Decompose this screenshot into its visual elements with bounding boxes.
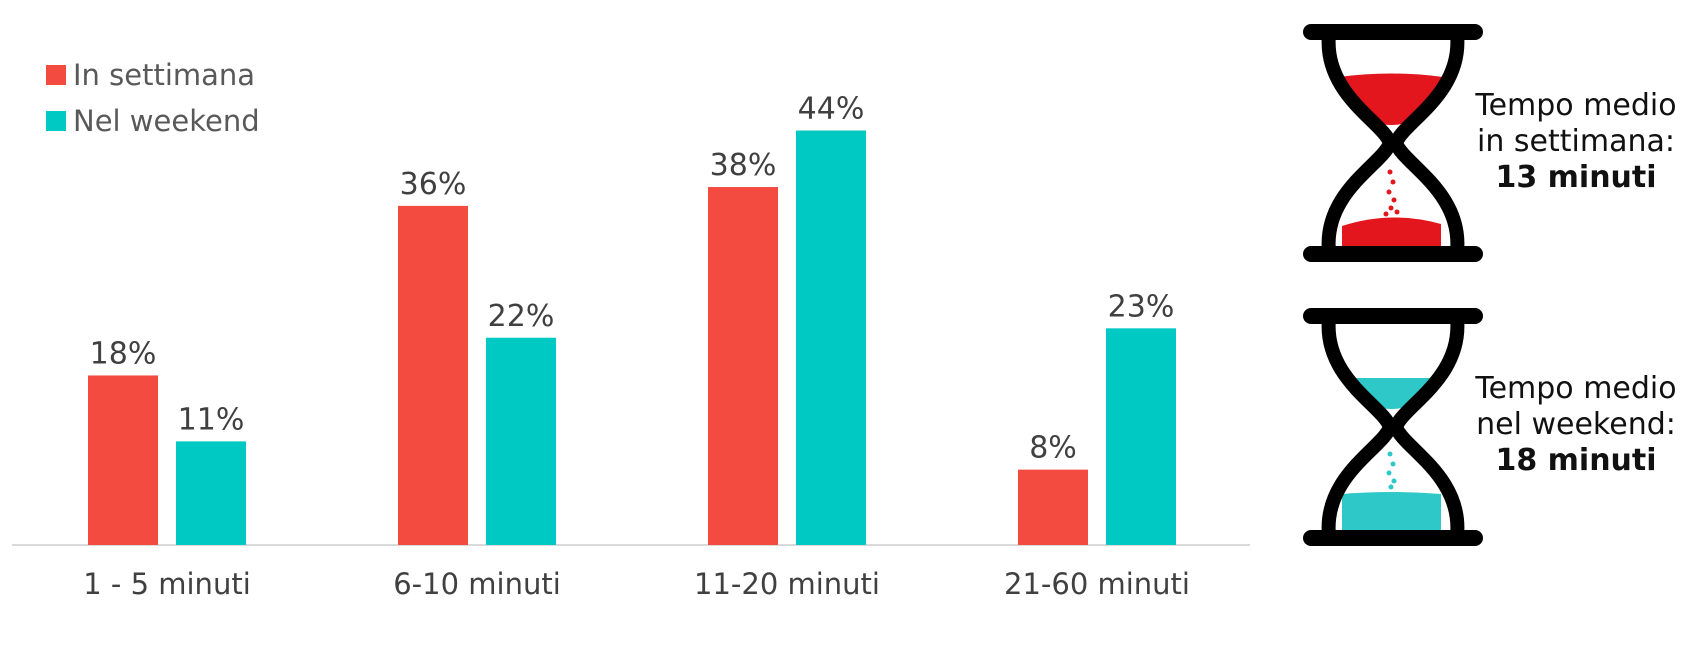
x-tick-label-1: 6-10 minuti — [393, 567, 561, 601]
data-label-weekend-2: 44% — [798, 92, 865, 127]
x-tick-label-2: 11-20 minuti — [694, 567, 880, 601]
hourglass-weekend-icon — [1303, 308, 1483, 546]
weekday-average-text: Tempo medio in settimana: 13 minuti — [1456, 88, 1696, 196]
data-label-weekday-3: 8% — [1029, 431, 1077, 466]
labels-layer: 18% 11% 36% 22% 38% 44% 8% 23% — [90, 92, 1175, 466]
bar-weekend-2 — [796, 130, 866, 545]
data-label-weekday-2: 38% — [710, 148, 777, 183]
weekday-average-line2: in settimana: — [1477, 124, 1675, 159]
legend-label-weekday: In settimana — [73, 58, 256, 92]
data-label-weekend-1: 22% — [488, 299, 555, 334]
bar-weekend-1 — [486, 337, 556, 545]
ticks-layer: 1 - 5 minuti 6-10 minuti 11-20 minuti 21-60… — [83, 567, 1190, 601]
data-label-weekday-0: 18% — [90, 336, 157, 371]
weekend-average-line2: nel weekend: — [1476, 407, 1676, 442]
weekday-average-value: 13 minuti — [1495, 160, 1657, 195]
legend-swatch-weekend — [46, 111, 66, 131]
bar-weekday-3 — [1018, 469, 1088, 545]
data-label-weekend-0: 11% — [178, 402, 245, 437]
bar-weekday-2 — [708, 187, 778, 546]
legend: In settimana Nel weekend — [46, 52, 260, 144]
weekend-average-text: Tempo medio nel weekend: 18 minuti — [1456, 371, 1696, 479]
x-tick-label-0: 1 - 5 minuti — [83, 567, 251, 601]
weekday-average-line1: Tempo medio — [1475, 88, 1677, 123]
data-label-weekend-3: 23% — [1108, 289, 1175, 324]
bar-weekday-0 — [88, 375, 158, 545]
weekend-average-line1: Tempo medio — [1475, 371, 1677, 406]
x-tick-label-3: 21-60 minuti — [1004, 567, 1190, 601]
bars-layer — [88, 130, 1176, 546]
weekend-average-value: 18 minuti — [1495, 443, 1657, 478]
legend-item-weekday: In settimana — [46, 52, 260, 98]
data-label-weekday-1: 36% — [400, 167, 467, 202]
legend-item-weekend: Nel weekend — [46, 98, 260, 144]
bar-weekend-0 — [176, 441, 246, 545]
bar-weekday-1 — [398, 205, 468, 545]
legend-label-weekend: Nel weekend — [73, 104, 260, 138]
legend-swatch-weekday — [46, 65, 66, 85]
bar-weekend-3 — [1106, 328, 1176, 545]
hourglass-weekday-icon — [1303, 24, 1483, 262]
